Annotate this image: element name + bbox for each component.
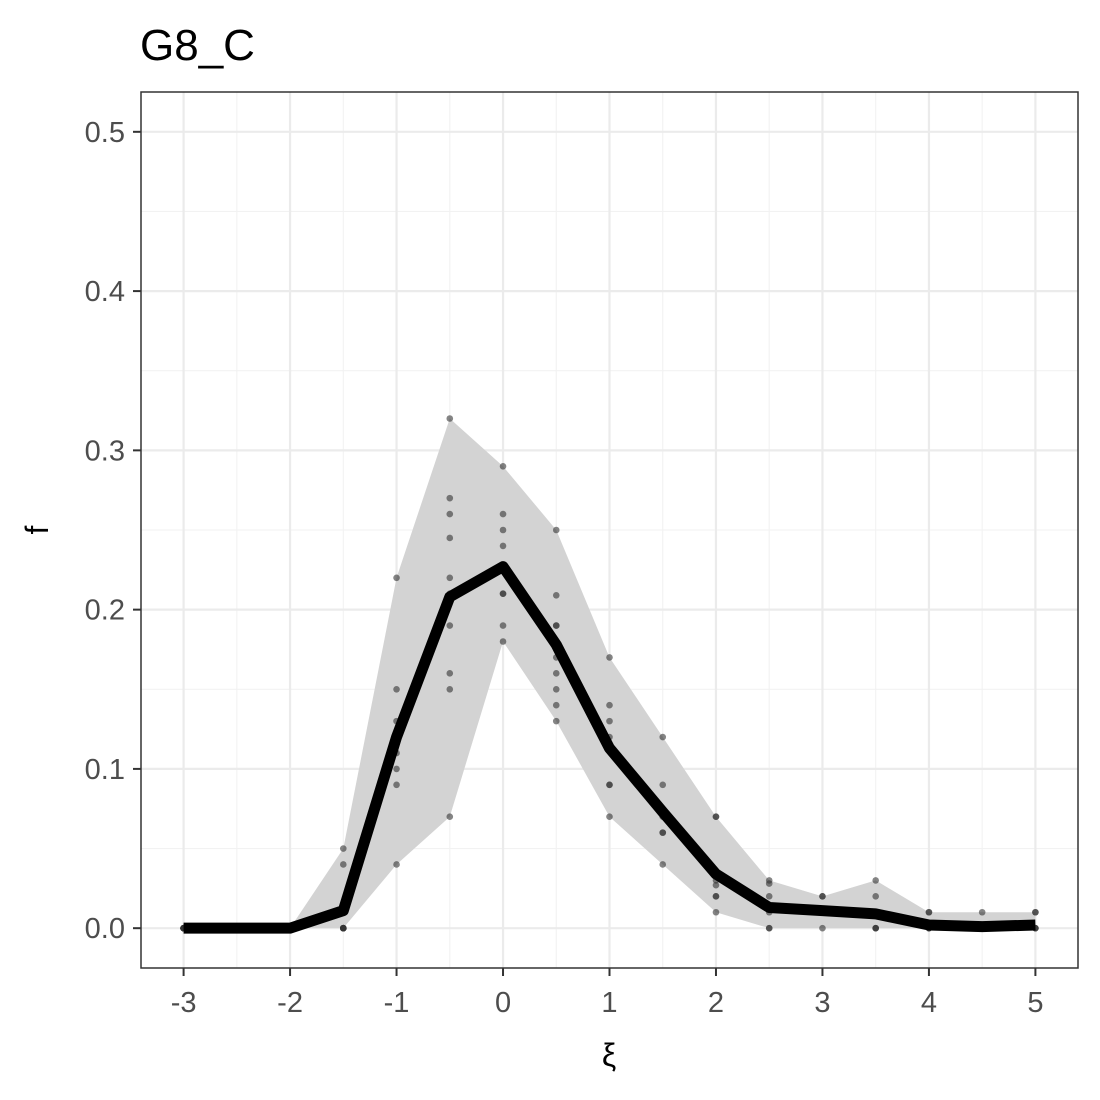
y-axis-title: f (19, 525, 55, 534)
x-axis-title: ξ (602, 1037, 616, 1073)
data-point (393, 685, 400, 693)
data-point (659, 733, 667, 741)
data-point (446, 510, 454, 518)
data-point (712, 908, 720, 916)
data-point (606, 813, 613, 820)
data-point (659, 829, 667, 836)
data-point (872, 893, 879, 900)
data-point (446, 415, 454, 422)
chart-title: G8_C (140, 21, 255, 70)
x-tick-label: 4 (921, 987, 937, 1019)
data-point (819, 893, 826, 900)
data-point (393, 861, 400, 868)
confidence-band (183, 418, 1036, 929)
data-point (499, 462, 507, 470)
data-point (606, 701, 613, 709)
data-point (446, 685, 454, 693)
data-point (552, 701, 560, 709)
data-point (499, 542, 507, 550)
data-point (552, 526, 560, 534)
x-tick-label: -2 (277, 987, 303, 1019)
x-tick-label: 5 (1027, 987, 1043, 1019)
data-point (446, 534, 454, 542)
data-point (552, 685, 560, 693)
y-tick-label: 0.2 (85, 595, 125, 627)
data-point (552, 622, 560, 629)
data-point (499, 622, 507, 629)
data-point (552, 670, 560, 677)
data-point (393, 574, 400, 582)
data-point (552, 717, 560, 725)
data-point (872, 877, 879, 884)
data-point (446, 494, 454, 502)
x-tick-label: 1 (601, 987, 617, 1019)
data-point (393, 781, 400, 789)
data-point (978, 908, 986, 916)
y-tick-label: 0.0 (85, 913, 125, 945)
data-point (659, 861, 667, 868)
data-point (499, 590, 507, 598)
data-point (1032, 908, 1039, 916)
x-axis: -3 -2 -1 0 1 2 3 4 5 (171, 968, 1043, 1019)
data-point (340, 845, 347, 852)
y-tick-label: 0.3 (85, 435, 125, 467)
grid (141, 92, 1078, 968)
data-point (499, 510, 507, 518)
x-tick-label: 2 (708, 987, 724, 1019)
data-point (499, 526, 507, 534)
y-tick-label: 0.5 (85, 117, 125, 149)
data-point (446, 574, 454, 582)
data-point (819, 924, 826, 932)
y-axis: 0.0 0.1 0.2 0.3 0.4 0.5 (85, 117, 141, 945)
data-point (712, 893, 720, 900)
x-tick-label: -3 (171, 987, 197, 1019)
mean-line (183, 561, 1036, 934)
data-point (712, 881, 720, 889)
x-tick-label: 0 (495, 987, 511, 1019)
y-tick-label: 0.4 (85, 276, 125, 308)
x-tick-label: 3 (814, 987, 830, 1019)
data-point (765, 924, 773, 932)
data-point (765, 893, 773, 900)
data-point (606, 654, 613, 661)
data-point (446, 670, 454, 677)
data-point (712, 813, 720, 820)
data-point (340, 924, 347, 932)
data-point (925, 908, 933, 916)
data-point (446, 813, 454, 820)
data-point (552, 592, 560, 599)
data-point (872, 924, 879, 932)
data-point (606, 781, 613, 789)
y-tick-label: 0.1 (85, 754, 125, 786)
data-point (765, 880, 773, 887)
data-point (393, 765, 400, 773)
data-point (606, 717, 613, 725)
data-point (340, 861, 347, 868)
data-point (499, 638, 507, 645)
x-tick-label: -1 (384, 987, 410, 1019)
data-point (446, 622, 454, 629)
data-point (659, 781, 667, 789)
